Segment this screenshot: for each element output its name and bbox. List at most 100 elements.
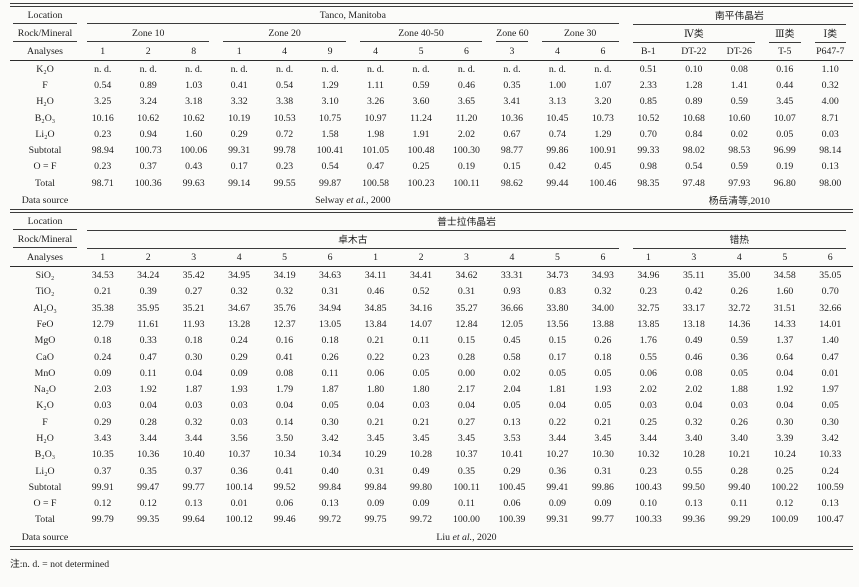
value-cell: 100.22 bbox=[771, 481, 799, 493]
value-cell: 0.59 bbox=[730, 335, 748, 347]
value-cell: 10.19 bbox=[228, 112, 251, 124]
value-cell: 0.27 bbox=[185, 286, 203, 298]
data-row: MgO 0.18 0.33 0.18 0.24 0.16 0.18 0.21 0.11 0.15 0… bbox=[10, 333, 853, 349]
value-cell: 10.36 bbox=[137, 449, 160, 461]
value-cell: 0.41 bbox=[276, 465, 294, 477]
value-cell: 100.11 bbox=[453, 481, 480, 493]
value-cell: 34.41 bbox=[409, 270, 433, 282]
value-cell: 0.33 bbox=[139, 335, 157, 347]
value-cell: 3.24 bbox=[139, 96, 157, 108]
value-cell: 99.86 bbox=[546, 145, 569, 157]
value-cell: 99.80 bbox=[409, 481, 433, 493]
analysis-number: 6 bbox=[580, 249, 626, 268]
rock-group-label: Zone 60 bbox=[496, 27, 529, 42]
value-cell: 0.08 bbox=[276, 367, 294, 379]
data-row: Subtotal 98.94 100.73 100.06 99.31 99.78 100.4… bbox=[10, 142, 853, 158]
value-cell: 3.42 bbox=[821, 432, 839, 444]
value-cell: 99.52 bbox=[273, 481, 296, 493]
value-cell: 1.92 bbox=[139, 384, 157, 396]
value-cell: 0.13 bbox=[321, 498, 339, 510]
value-cell: n. d. bbox=[412, 63, 430, 75]
location-label: Location bbox=[13, 9, 77, 24]
value-cell: n. d. bbox=[276, 63, 294, 75]
value-cell: 0.85 bbox=[639, 96, 657, 108]
value-cell: 3.10 bbox=[321, 96, 339, 108]
value-cell: 99.87 bbox=[319, 177, 342, 189]
value-cell: 13.18 bbox=[682, 318, 705, 330]
analysis-number: 4 bbox=[216, 249, 262, 268]
value-cell: 11.61 bbox=[137, 318, 160, 330]
row-label: F bbox=[42, 79, 48, 91]
value-cell: 10.75 bbox=[319, 112, 342, 124]
value-cell: 0.09 bbox=[366, 498, 385, 510]
value-cell: 0.59 bbox=[412, 79, 430, 91]
value-cell: 0.31 bbox=[366, 465, 385, 477]
value-cell: 97.48 bbox=[682, 177, 705, 189]
value-cell: 0.51 bbox=[639, 63, 657, 75]
value-cell: 2.17 bbox=[457, 384, 476, 396]
rock-group-cell: 卓木古 bbox=[80, 231, 626, 250]
value-cell: 0.47 bbox=[821, 351, 839, 363]
value-cell: 98.00 bbox=[819, 177, 842, 189]
value-cell: 35.21 bbox=[182, 302, 205, 314]
data-row: Al₂O₃ 35.38 35.95 35.21 34.67 35.76 34.94 34.85… bbox=[10, 300, 853, 316]
value-cell: 0.70 bbox=[639, 128, 657, 140]
value-cell: 1.87 bbox=[185, 384, 203, 396]
value-cell: 3.25 bbox=[94, 96, 112, 108]
value-cell: 0.06 bbox=[639, 367, 657, 379]
data-row: B₂O₃ 10.16 10.62 10.62 10.19 10.53 10.75 10.97 1… bbox=[10, 110, 853, 126]
value-cell: 99.72 bbox=[319, 514, 342, 526]
value-cell: n. d. bbox=[139, 63, 157, 75]
value-cell: 100.33 bbox=[634, 514, 662, 526]
value-cell: 0.55 bbox=[639, 351, 657, 363]
value-cell: 0.05 bbox=[548, 367, 566, 379]
value-cell: 98.14 bbox=[819, 145, 842, 157]
value-cell: 34.58 bbox=[773, 270, 796, 282]
value-cell: 0.16 bbox=[276, 335, 294, 347]
value-cell: 0.43 bbox=[185, 161, 203, 173]
analysis-number: 2 bbox=[125, 43, 171, 61]
value-cell: 0.06 bbox=[366, 367, 385, 379]
data-source-text: Liu bbox=[436, 531, 453, 543]
value-cell: 0.30 bbox=[185, 351, 203, 363]
data-row: CaO 0.24 0.47 0.30 0.29 0.41 0.26 0.22 0.23 0.28 0… bbox=[10, 349, 853, 365]
value-cell: 14.36 bbox=[728, 318, 751, 330]
analysis-number: 1 bbox=[216, 43, 262, 61]
rock-group-label: Ⅰ类 bbox=[814, 25, 846, 43]
value-cell: 0.01 bbox=[230, 498, 248, 510]
section-pusila: Location 普士拉伟晶岩 Rock/Mineral 卓木古 错热 Analyses 1… bbox=[10, 213, 853, 551]
analysis-number: P647-7 bbox=[807, 43, 853, 61]
value-cell: 35.00 bbox=[728, 270, 751, 282]
data-source-text: 杨岳清等,2010 bbox=[708, 196, 770, 208]
value-cell: 0.37 bbox=[185, 465, 203, 477]
value-cell: 35.38 bbox=[91, 302, 114, 314]
value-cell: 2.02 bbox=[685, 384, 703, 396]
data-row: TiO₂ 0.21 0.39 0.27 0.32 0.32 0.31 0.46 0.52 0.31… bbox=[10, 284, 853, 300]
value-cell: 0.18 bbox=[185, 335, 203, 347]
value-cell: 0.26 bbox=[321, 351, 339, 363]
location-label-cell: Location bbox=[10, 213, 80, 231]
value-cell: 100.06 bbox=[180, 145, 208, 157]
value-cell: 0.04 bbox=[776, 367, 794, 379]
value-cell: 99.47 bbox=[137, 481, 160, 493]
value-cell: 1.40 bbox=[821, 335, 839, 347]
value-cell: 0.21 bbox=[594, 416, 612, 428]
section-body: K₂O n. d. n. d. n. d. n. d. n. d. n. d. n. d. n.… bbox=[10, 61, 853, 212]
value-cell: 1.97 bbox=[821, 384, 839, 396]
row-label: O = F bbox=[33, 498, 57, 510]
value-cell: 100.09 bbox=[771, 514, 799, 526]
value-cell: 0.24 bbox=[94, 351, 112, 363]
location-group-cell: 南平伟晶岩 bbox=[626, 5, 853, 25]
value-cell: 0.15 bbox=[548, 335, 566, 347]
value-cell: 0.04 bbox=[548, 400, 566, 412]
data-source-etal: et al. bbox=[452, 531, 473, 543]
value-cell: 32.66 bbox=[819, 302, 842, 314]
data-source-year: , 2000 bbox=[366, 194, 391, 206]
value-cell: 0.47 bbox=[366, 161, 385, 173]
rock-group-label: Zone 10 bbox=[87, 27, 210, 42]
value-cell: 99.91 bbox=[91, 481, 114, 493]
value-cell: 0.03 bbox=[230, 400, 248, 412]
value-cell: 0.64 bbox=[776, 351, 794, 363]
value-cell: 99.86 bbox=[591, 481, 614, 493]
row-label: Li₂O bbox=[35, 465, 55, 477]
